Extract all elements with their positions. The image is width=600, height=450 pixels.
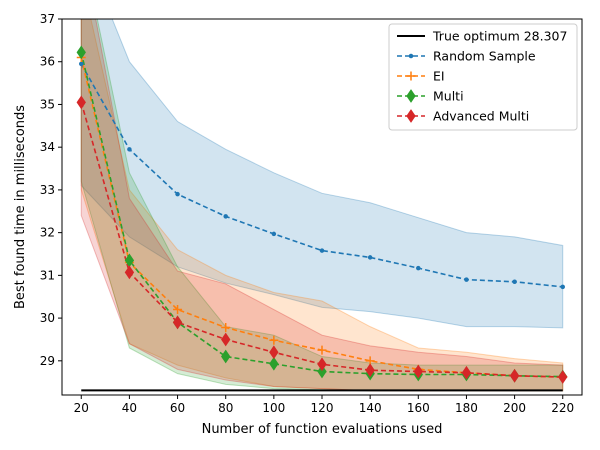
advanced-multi-point xyxy=(365,363,375,378)
x-axis: 20 40 60 80 100 120 140 160 180 200 220 xyxy=(74,395,574,415)
random-sample-point xyxy=(464,277,469,282)
multi-band xyxy=(80,19,564,392)
uncertainty-bands xyxy=(80,19,564,392)
multi-point xyxy=(221,349,231,364)
legend-swatch-marker xyxy=(406,109,416,123)
legend-entry-label: Multi xyxy=(433,89,464,104)
y-tick-label: 36 xyxy=(40,55,55,69)
ei-band xyxy=(80,19,564,392)
random-sample-point xyxy=(271,231,277,237)
x-tick-label: 80 xyxy=(218,401,233,415)
x-tick-label: 40 xyxy=(122,401,137,415)
advanced-multi-point xyxy=(413,364,423,379)
multi-point xyxy=(76,45,86,60)
x-tick-label: 120 xyxy=(311,401,334,415)
y-tick-label: 35 xyxy=(40,97,55,111)
advanced-multi-point xyxy=(509,368,520,383)
legend-swatch-marker xyxy=(408,53,414,59)
random-sample-point xyxy=(416,265,421,271)
x-tick-label: 60 xyxy=(170,401,185,415)
x-tick-label: 160 xyxy=(407,401,430,415)
x-tick-label: 100 xyxy=(262,401,285,415)
advanced-multi-point xyxy=(269,345,279,360)
y-axis-label: Best found time in milliseconds xyxy=(13,105,28,309)
legend-entry-label: True optimum 28.307 xyxy=(432,29,567,44)
legend-entry-label: Random Sample xyxy=(433,49,536,64)
advanced-multi-point xyxy=(172,315,183,330)
y-tick-label: 31 xyxy=(40,268,55,282)
series-markers xyxy=(76,45,568,384)
random-sample-point xyxy=(512,279,517,285)
random-sample-point xyxy=(223,214,228,219)
advanced-multi-point xyxy=(221,332,231,347)
ei-point xyxy=(173,305,183,315)
advanced-multi-band xyxy=(80,19,564,392)
y-tick-label: 37 xyxy=(40,12,55,26)
advanced-multi-point xyxy=(76,95,86,110)
legend-entry-label: EI xyxy=(433,69,445,84)
x-axis-label: Number of function evaluations used xyxy=(202,422,443,437)
y-tick-label: 33 xyxy=(40,183,55,197)
ei-point xyxy=(317,345,327,355)
advanced-multi-point xyxy=(558,370,568,384)
random-sample-point xyxy=(367,255,373,260)
multi-point xyxy=(124,253,135,268)
ei-point xyxy=(221,322,231,332)
x-tick-label: 180 xyxy=(455,401,478,415)
random-sample-point xyxy=(560,284,565,290)
random-sample-point xyxy=(175,191,180,197)
legend-box xyxy=(388,23,578,131)
random-sample-point xyxy=(319,248,325,253)
legend-swatch-marker xyxy=(406,89,416,103)
advanced-multi-point xyxy=(461,365,472,380)
x-tick-label: 220 xyxy=(551,401,574,415)
legend-swatch-marker xyxy=(406,71,416,81)
random-sample-line xyxy=(80,63,563,288)
random-sample-point xyxy=(127,147,132,152)
multi-point xyxy=(269,356,279,371)
ei-point xyxy=(269,335,279,345)
y-tick-label: 30 xyxy=(40,311,55,325)
y-tick-label: 34 xyxy=(40,140,55,154)
y-axis: 29 30 31 32 33 34 35 36 37 xyxy=(40,12,62,368)
advanced-multi-point xyxy=(317,357,327,372)
x-tick-label: 140 xyxy=(359,401,382,415)
y-tick-label: 29 xyxy=(40,354,55,368)
multi-point xyxy=(317,364,327,379)
x-tick-label: 20 xyxy=(74,401,89,415)
random-sample-point xyxy=(79,61,84,67)
y-tick-label: 32 xyxy=(40,226,55,240)
random-sample-band xyxy=(80,19,564,329)
legend-entry-label: Advanced Multi xyxy=(433,109,529,124)
x-tick-label: 200 xyxy=(503,401,526,415)
legend: True optimum 28.307 Random Sample EI Multi A… xyxy=(388,23,578,131)
advanced-multi-point xyxy=(124,265,135,280)
